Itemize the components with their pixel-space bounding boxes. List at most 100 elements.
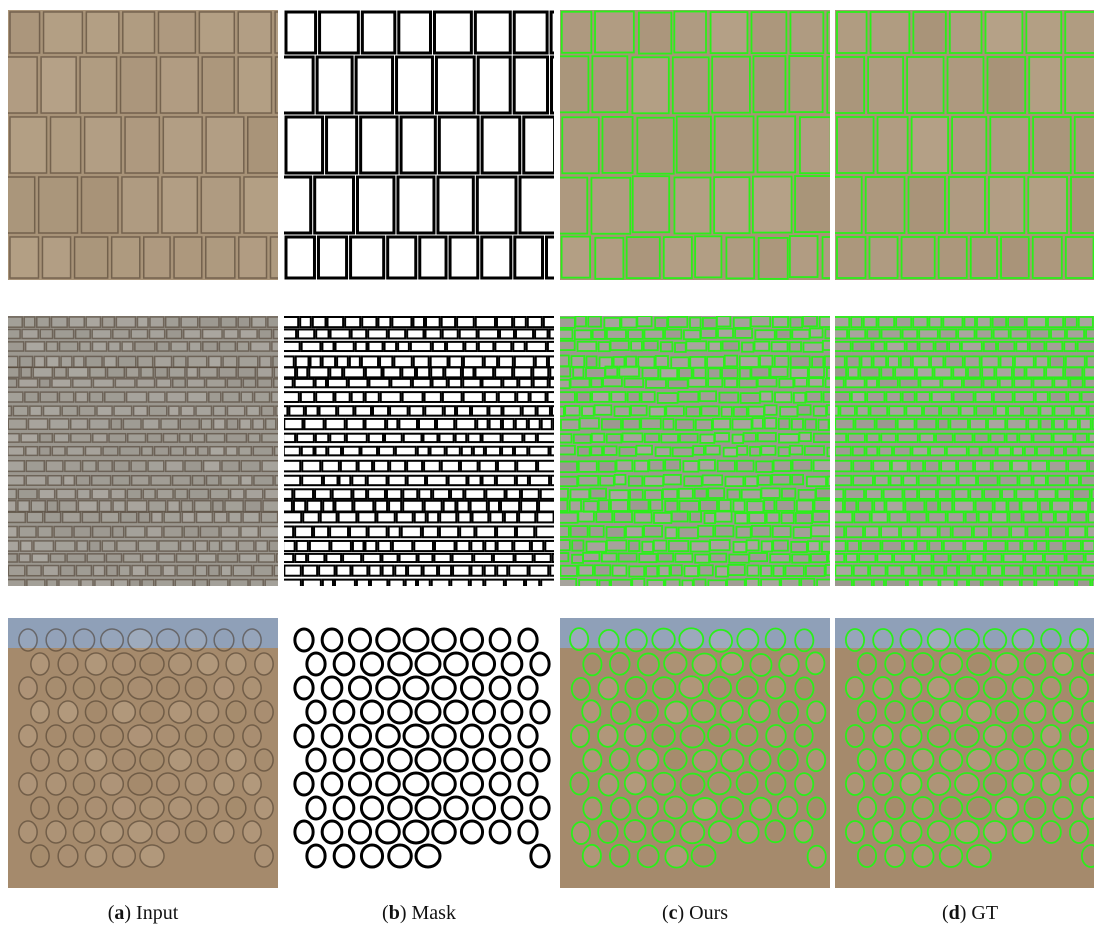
stone (940, 329, 956, 338)
stone (578, 447, 590, 456)
stone (967, 749, 991, 771)
stone (872, 512, 888, 522)
stone (675, 554, 692, 562)
stone (46, 725, 66, 747)
stone (157, 379, 171, 387)
stone (199, 12, 234, 53)
stone (0, 406, 11, 415)
stone (611, 341, 629, 350)
stone (692, 845, 716, 867)
stone (610, 845, 630, 867)
stone (733, 435, 744, 443)
stone (803, 343, 822, 352)
stone (920, 434, 934, 442)
stone (137, 317, 148, 327)
stone (7, 554, 17, 562)
stone (936, 434, 953, 442)
stone (632, 579, 644, 588)
stone (77, 489, 90, 499)
stone (19, 629, 37, 651)
stone (6, 501, 16, 512)
stone (940, 501, 952, 512)
stone (0, 57, 37, 113)
stone (584, 501, 598, 512)
stone (240, 554, 257, 562)
stone (629, 476, 642, 485)
stone (998, 447, 1011, 456)
stone (58, 845, 78, 867)
stone (1070, 773, 1088, 795)
stone (1065, 541, 1081, 551)
stone (794, 393, 805, 403)
stone (214, 677, 234, 699)
stone (795, 773, 813, 795)
stone (1077, 580, 1090, 589)
stone (814, 406, 826, 415)
stone (255, 845, 273, 867)
stone (614, 512, 632, 522)
stone (377, 821, 400, 843)
stone (599, 580, 609, 589)
stone (853, 447, 865, 456)
stone (5, 461, 25, 472)
stone (696, 420, 712, 430)
stone (1070, 379, 1082, 387)
stone (248, 434, 260, 442)
stone (773, 526, 791, 537)
stone (189, 342, 200, 351)
stone (888, 566, 902, 576)
stone (1012, 725, 1033, 747)
stone (625, 677, 646, 699)
stone (615, 475, 626, 484)
stone (47, 356, 59, 367)
stone (1075, 434, 1087, 442)
stone (116, 317, 135, 327)
stone (760, 356, 772, 367)
stone (870, 566, 885, 576)
stone (744, 433, 756, 441)
stone (416, 845, 440, 867)
stone (925, 461, 939, 472)
stone (73, 379, 92, 387)
stone (660, 368, 677, 378)
stone (1041, 512, 1054, 522)
stone (307, 701, 325, 723)
stone (913, 317, 927, 327)
stone (571, 526, 588, 537)
stone (686, 407, 700, 416)
stone (680, 821, 704, 843)
stone (692, 653, 716, 675)
stone (1049, 541, 1064, 551)
stone (157, 677, 180, 699)
stone (221, 566, 231, 576)
stone (835, 447, 851, 456)
stone (1034, 476, 1046, 485)
stone (832, 329, 847, 338)
stone (1082, 701, 1094, 723)
stone (912, 447, 928, 456)
stone (571, 356, 584, 367)
stone (974, 527, 989, 538)
stone (160, 57, 198, 113)
stone (219, 342, 235, 351)
panel-image (8, 618, 278, 888)
stone (782, 489, 795, 499)
stone (80, 342, 91, 351)
stone (766, 629, 786, 651)
stone (901, 527, 918, 538)
stone (690, 357, 705, 368)
stone (627, 237, 660, 278)
stone (490, 677, 510, 699)
stone (295, 629, 313, 651)
stone (835, 566, 851, 576)
stone (1036, 566, 1047, 576)
stone (519, 773, 537, 795)
stone (558, 513, 578, 523)
stone (123, 419, 141, 429)
stone (976, 501, 993, 512)
stone (970, 489, 982, 499)
stone (269, 541, 282, 551)
stone (572, 555, 583, 563)
stone (185, 725, 206, 747)
stone (619, 447, 635, 456)
